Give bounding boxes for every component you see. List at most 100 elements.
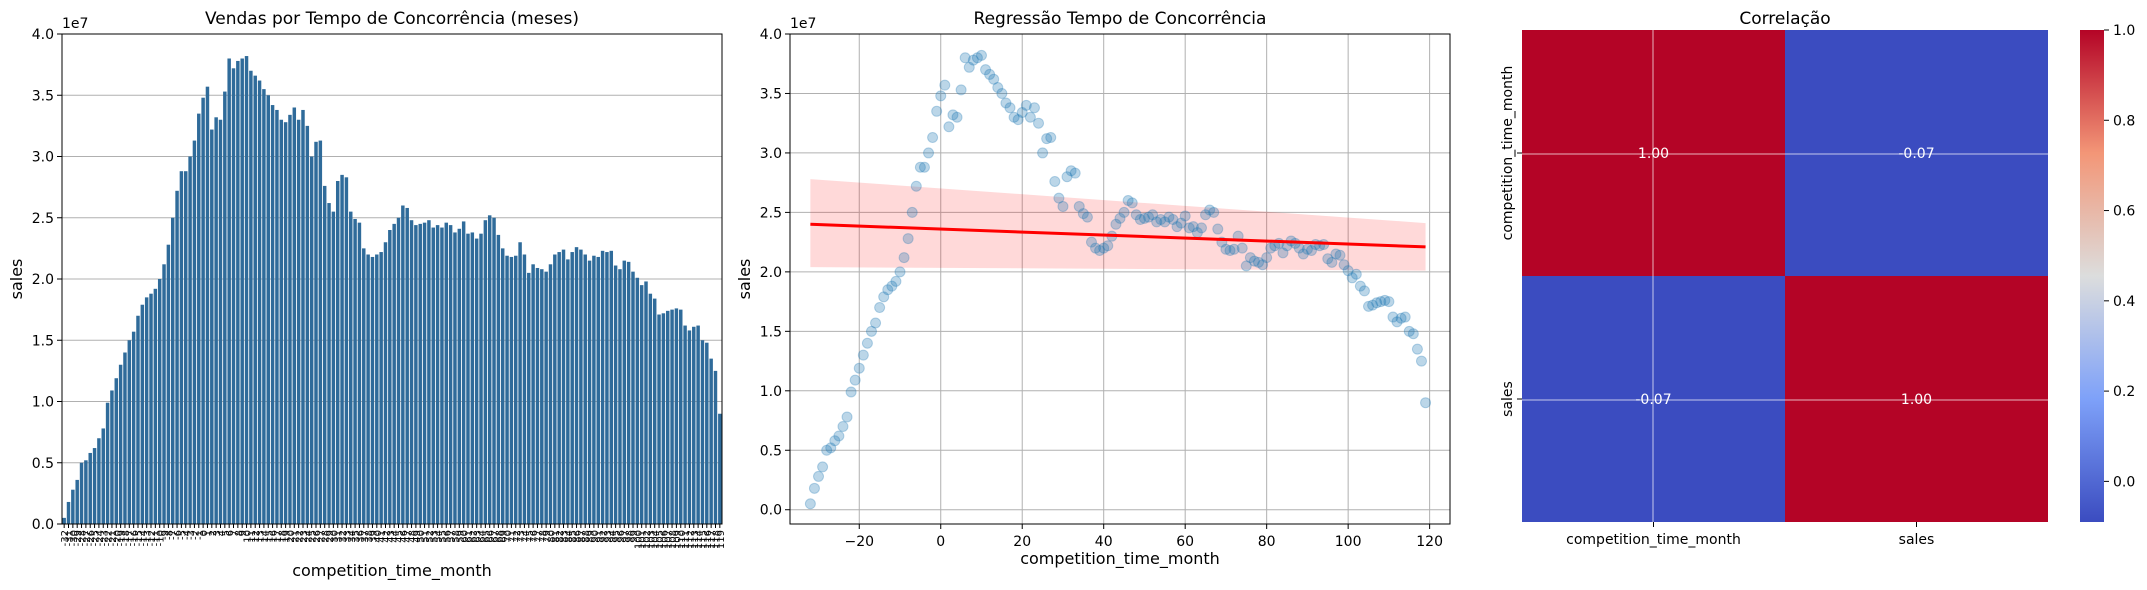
bar-chart-x-tick-label: 34 bbox=[347, 530, 358, 543]
scatter-point bbox=[1081, 211, 1093, 223]
bar bbox=[314, 141, 318, 525]
scatter-point bbox=[1167, 214, 1179, 226]
bar bbox=[357, 222, 362, 524]
bar-chart-x-tick-label: 91 bbox=[594, 530, 605, 543]
bar bbox=[587, 260, 592, 524]
bar bbox=[518, 242, 522, 524]
scatter-point bbox=[1012, 114, 1024, 126]
bar-chart-x-tick-label: 86 bbox=[573, 530, 584, 543]
bar bbox=[592, 255, 596, 524]
bar bbox=[531, 264, 535, 524]
bar-chart-x-tick-label: 56 bbox=[442, 530, 453, 543]
bar-chart-x-tick-label: 87 bbox=[577, 530, 588, 543]
bar bbox=[700, 340, 705, 524]
bar-chart-y-ticks: 0.0 0.5 1.0 1.5 2.0 2.5 3.0 3.5 4.0 bbox=[32, 27, 62, 533]
scatter-point bbox=[1363, 300, 1375, 312]
bar-chart-x-tick-label: 90 bbox=[590, 530, 601, 543]
scatter-point bbox=[1187, 221, 1199, 233]
bar-chart-x-tick-label: 61 bbox=[464, 530, 475, 543]
scatter-point bbox=[1244, 252, 1256, 264]
bar-chart-x-tick-label: 54 bbox=[434, 530, 445, 543]
bar bbox=[275, 109, 279, 524]
bar bbox=[205, 86, 210, 525]
scatter-point bbox=[1024, 111, 1036, 123]
bar bbox=[188, 156, 192, 524]
bar bbox=[409, 220, 414, 524]
bar bbox=[566, 259, 570, 524]
bar-chart-y-tick-label: 1.5 bbox=[32, 333, 54, 349]
bar bbox=[118, 364, 123, 524]
bar bbox=[574, 247, 579, 524]
bar bbox=[157, 279, 162, 524]
bar-chart-x-tick-label: 104 bbox=[651, 530, 662, 549]
bar-chart-x-tick-label: 13 bbox=[256, 530, 267, 543]
scatter-point bbox=[943, 121, 955, 133]
bar bbox=[101, 428, 105, 524]
bar bbox=[470, 232, 475, 524]
bar bbox=[657, 314, 661, 524]
bar bbox=[613, 265, 618, 524]
scatter-point bbox=[1028, 102, 1040, 114]
scatter-point bbox=[1200, 209, 1212, 221]
bar-chart-x-tick-label: 80 bbox=[546, 530, 557, 543]
bar-chart-xlabel: competition_time_month bbox=[292, 561, 492, 581]
bar bbox=[639, 285, 644, 524]
bar-chart-x-tick-label: 3 bbox=[212, 530, 223, 536]
bar-chart-x-tick-label: 23 bbox=[299, 530, 310, 543]
bar bbox=[184, 171, 188, 524]
bar-chart-x-tick-label: 72 bbox=[512, 530, 523, 543]
bar bbox=[544, 271, 548, 524]
bar bbox=[370, 256, 375, 524]
bar bbox=[553, 254, 557, 524]
heatmap-colorbar bbox=[2080, 30, 2104, 522]
scatter-point bbox=[906, 206, 918, 218]
bar bbox=[236, 60, 240, 524]
scatter-point bbox=[833, 430, 845, 442]
bar bbox=[331, 211, 336, 524]
regression-x-ticks: −20 0 20 40 60 80 100 120 bbox=[844, 524, 1443, 550]
bar-chart-x-tick-label: 63 bbox=[473, 530, 484, 543]
bar bbox=[514, 255, 518, 524]
scatter-point bbox=[963, 61, 975, 73]
bar-chart-x-tick-label: 74 bbox=[520, 530, 531, 543]
bar-chart-y-tick-label: 2.0 bbox=[32, 272, 54, 288]
bar-chart-x-tick-label: 103 bbox=[646, 530, 657, 549]
bar-chart-x-tick-label: 39 bbox=[368, 530, 379, 543]
heatmap-annotations: 1.00 -0.07 -0.07 1.00 bbox=[1635, 146, 1934, 408]
heatmap-panel: 1.00 -0.07 -0.07 1.00 competition_time_mont… bbox=[1500, 9, 2135, 548]
bar-chart-x-tick-label: 12 bbox=[251, 530, 262, 543]
bar bbox=[71, 489, 75, 524]
scatter-point bbox=[808, 482, 820, 494]
bar-chart-x-tick-label: 68 bbox=[494, 530, 505, 543]
bar-chart-y-tick-label: 0.5 bbox=[32, 456, 54, 472]
bar-chart-x-tick-label: 58 bbox=[451, 530, 462, 543]
regression-x-tick-label: 100 bbox=[1335, 534, 1362, 550]
colorbar-tick-label: 1.0 bbox=[2113, 23, 2135, 39]
bar-chart-x-tick-label: 41 bbox=[377, 530, 388, 543]
scatter-point bbox=[1204, 204, 1216, 216]
bar-chart-x-tick-label: 11 bbox=[247, 530, 258, 543]
scatter-point bbox=[1338, 259, 1350, 271]
bar bbox=[279, 119, 284, 524]
scatter-point bbox=[923, 147, 935, 159]
bar bbox=[648, 293, 653, 524]
heatmap-cell-label: 1.00 bbox=[1901, 392, 1932, 408]
regression-x-tick-label: −20 bbox=[844, 534, 874, 550]
bar bbox=[509, 256, 514, 524]
scatter-point bbox=[837, 420, 849, 432]
scatter-point bbox=[1420, 397, 1432, 409]
bar bbox=[166, 244, 171, 524]
bar-chart-x-tick-label: -13 bbox=[143, 530, 154, 546]
bar bbox=[401, 205, 405, 524]
scatter-point bbox=[1240, 260, 1252, 272]
regression-scatter-points bbox=[804, 49, 1432, 510]
bar bbox=[448, 225, 453, 524]
bar-chart-x-tick-label: 114 bbox=[694, 530, 705, 549]
bar bbox=[496, 234, 501, 524]
scatter-point bbox=[894, 266, 906, 278]
scatter-point bbox=[1257, 259, 1269, 271]
bar-chart-x-tick-label: 57 bbox=[447, 530, 458, 543]
bar-chart-x-tick-label: 52 bbox=[425, 530, 436, 543]
scatter-point bbox=[1346, 272, 1358, 284]
bar bbox=[257, 80, 262, 525]
